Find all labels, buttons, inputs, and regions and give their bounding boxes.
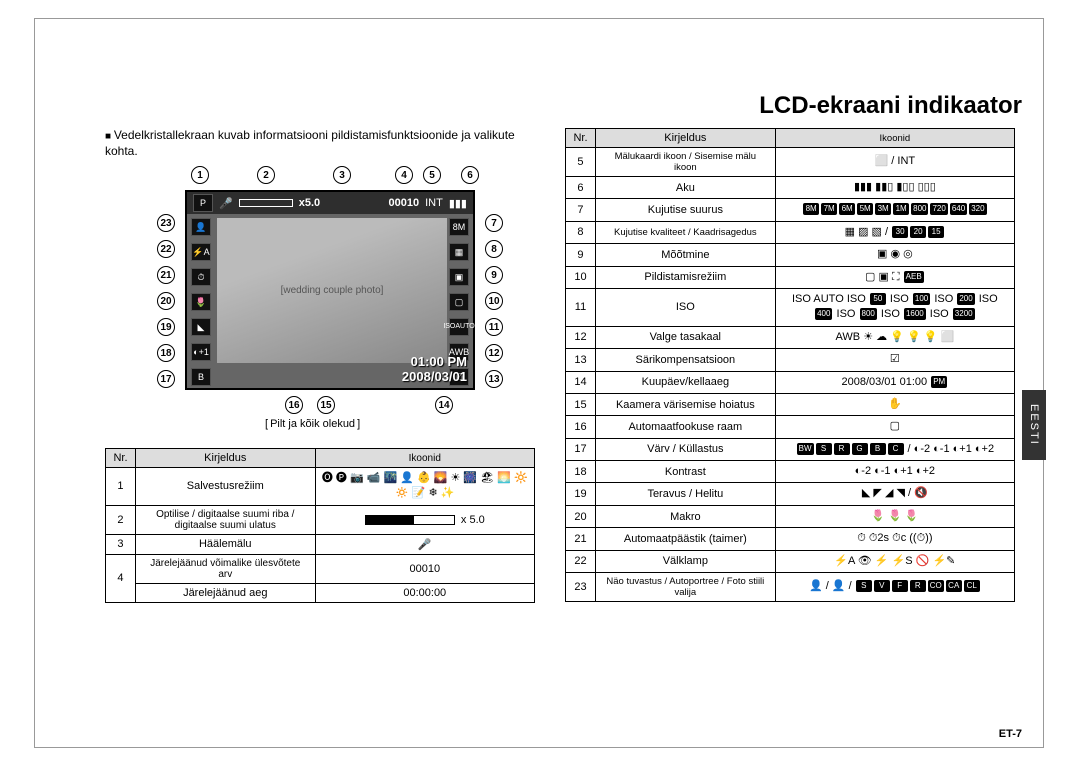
callout: 1	[191, 166, 209, 184]
callout: 13	[485, 370, 503, 388]
page-number: ET-7	[999, 728, 1022, 740]
table-row: 1 Salvestusrežiim 🅞 🅟 📷 📹 🌃 👤 👶 🌄 ☀ 🎆 🏖 …	[106, 468, 535, 506]
callout: 19	[157, 318, 175, 336]
callout: 7	[485, 214, 503, 232]
callout: 17	[157, 370, 175, 388]
callout: 10	[485, 292, 503, 310]
table-row: 6Aku ▮▮▮ ▮▮▯ ▮▯▯ ▯▯▯	[566, 177, 1015, 199]
lcd-datetime: 01:00 PM 2008/03/01	[402, 354, 467, 384]
lcd-screen: P 🎤 x5.0 00010 INT ▮▮▮ [wedding couple p…	[185, 190, 475, 390]
callout: 23	[157, 214, 175, 232]
table-row: 21Automaatpäästik (taimer) ⏱ ⏱2s ⏱c ((⏱)…	[566, 528, 1015, 550]
callout: 2	[257, 166, 275, 184]
table-row: 11ISO ISO AUTO ISO 50 ISO 100 ISO 200 IS…	[566, 288, 1015, 326]
table-row: 14Kuupäev/kellaaeg 2008/03/01 01:00 PM	[566, 371, 1015, 393]
table-row: 20Makro 🌷 🌷 🌷	[566, 505, 1015, 527]
lcd-diagram: P 🎤 x5.0 00010 INT ▮▮▮ [wedding couple p…	[105, 160, 535, 430]
frames-text: 00010	[389, 197, 420, 209]
table-row: 22Välklamp ⚡A 👁 ⚡ ⚡S 🚫 ⚡✎	[566, 550, 1015, 572]
lcd-left-icons: 👤 ⚡A ⏱ 🌷 ◣ ◐+1 B	[191, 218, 211, 386]
callout: 20	[157, 292, 175, 310]
th-nr: Nr.	[566, 129, 596, 148]
table-row: 12Valge tasakaal AWB ☀ ☁ 💡 💡 💡 ⬜	[566, 326, 1015, 348]
table-row: 9Mõõtmine ▣ ◉ ◎	[566, 244, 1015, 266]
table-row: 19Teravus / Helitu ◣ ◤ ◢ ◥ / 🔇	[566, 483, 1015, 505]
th-nr: Nr.	[106, 449, 136, 468]
table-row: 15Kaamera värisemise hoiatus ✋	[566, 393, 1015, 415]
table-row: 2 Optilise / digitaalse suumi riba / dig…	[106, 505, 535, 534]
lcd-top-bar: P 🎤 x5.0 00010 INT ▮▮▮	[187, 192, 473, 214]
callout: 16	[285, 396, 303, 414]
page-title: LCD-ekraani indikaator	[759, 92, 1022, 120]
table-row: 13Särikompensatsioon ☑	[566, 349, 1015, 371]
table-row: 5Mälukaardi ikoon / Sisemise mälu ikoon …	[566, 148, 1015, 177]
th-icons: Ikoonid	[315, 449, 534, 468]
table-row: 17Värv / KüllastusBWSRGBC / ◐-2 ◐-1 ◐+1 …	[566, 438, 1015, 460]
table-right: Nr. Kirjeldus Ikoonid 5Mälukaardi ikoon …	[565, 128, 1015, 602]
callout: 12	[485, 344, 503, 362]
iso-icon: ISOAUTO	[449, 318, 469, 336]
intro-text: Vedelkristallekraan kuvab informatsiooni…	[105, 128, 535, 159]
callout: 18	[157, 344, 175, 362]
callout: 4	[395, 166, 413, 184]
callout: 11	[485, 318, 503, 336]
photo-preview: [wedding couple photo]	[217, 218, 447, 363]
table-row: Järelejäänud aeg 00:00:00	[106, 583, 535, 602]
table-row: 3 Häälemälu 🎤	[106, 534, 535, 554]
callout: 15	[317, 396, 335, 414]
table-row: 4 Järelejäänud võimalike ülesvõtete arv …	[106, 554, 535, 583]
th-desc: Kirjeldus	[595, 129, 775, 148]
callout: 22	[157, 240, 175, 258]
callout: 21	[157, 266, 175, 284]
th-icons: Ikoonid	[775, 129, 1014, 148]
zoom-text: x5.0	[299, 197, 320, 209]
th-desc: Kirjeldus	[135, 449, 315, 468]
table-left: Nr. Kirjeldus Ikoonid 1 Salvestusrežiim …	[105, 448, 535, 603]
callout: 3	[333, 166, 351, 184]
callout: 5	[423, 166, 441, 184]
table-row: 23Näo tuvastus / Autoportree / Foto stii…	[566, 573, 1015, 602]
callout: 14	[435, 396, 453, 414]
callout: 6	[461, 166, 479, 184]
callout: 8	[485, 240, 503, 258]
language-tab: EESTI	[1022, 390, 1046, 460]
table-row: 8Kujutise kvaliteet / Kaadrisagedus ▦ ▨ …	[566, 221, 1015, 243]
table-row: 16Automaatfookuse raam ▢	[566, 416, 1015, 438]
diagram-caption: Pilt ja kõik olekud	[265, 418, 360, 430]
mode-icon: P	[193, 194, 213, 212]
table-row: 18Kontrast ◐-2 ◐-1 ◐+1 ◐+2	[566, 461, 1015, 483]
table-row: 7Kujutise suurus8M7M6M5M3M1M800720640320	[566, 199, 1015, 221]
table-row: 10Pildistamisrežiim ▢ ▣ ⛶ AEB	[566, 266, 1015, 288]
callout: 9	[485, 266, 503, 284]
